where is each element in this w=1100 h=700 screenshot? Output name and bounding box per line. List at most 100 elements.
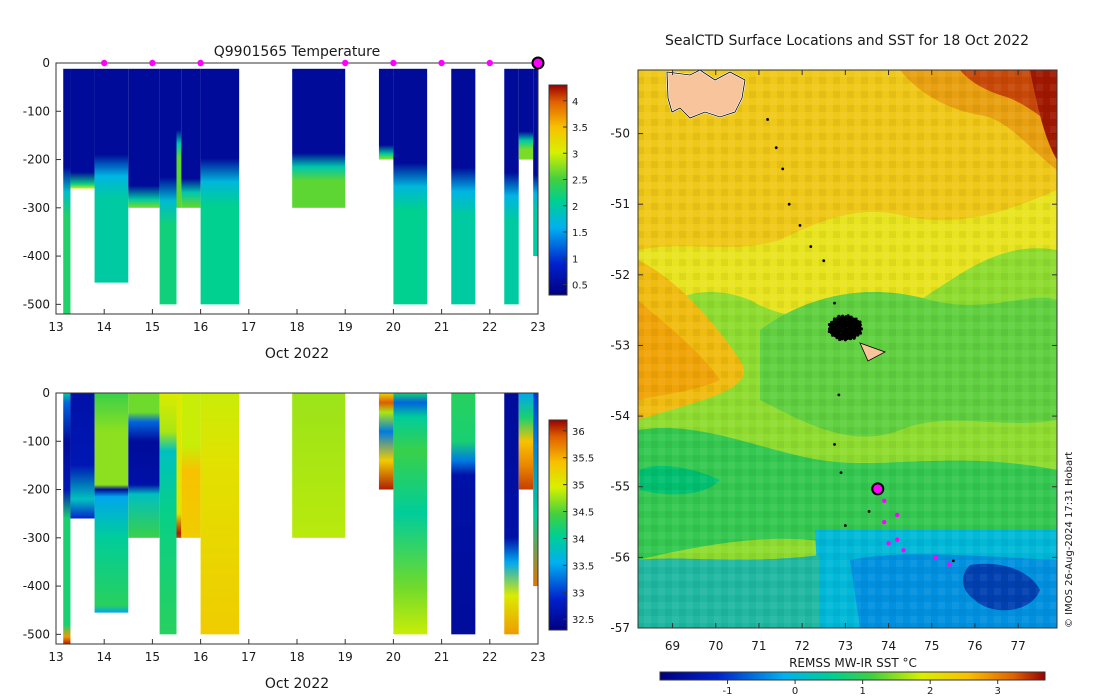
y-tick-label: -500: [23, 627, 50, 641]
profile-column: [393, 393, 428, 635]
profile-column: [533, 68, 538, 257]
date-marker: [149, 59, 156, 67]
colorbar-tick-label: 33: [572, 588, 585, 599]
x-tick-label: 21: [434, 320, 449, 334]
current-date-marker: [531, 56, 545, 70]
colorbar-tick-label: 34: [572, 534, 585, 545]
profile-column: [393, 68, 428, 305]
recent-position-dot: [882, 498, 887, 504]
x-tick-label: 17: [241, 320, 256, 334]
profile-column: [63, 68, 71, 315]
date-marker: [101, 59, 108, 67]
profile-column: [181, 393, 201, 538]
temperature-date-markers: [101, 56, 545, 70]
profile-column: [94, 68, 129, 283]
latitude-tick-label: -55: [610, 480, 630, 494]
temperature-y-axis: 0 -100 -200 -300 -400 -500: [23, 56, 61, 311]
temperature-panel: Q9901565 Temperature 0 -100 -200 -300 -400 -5…: [23, 44, 588, 362]
seal-cluster-dot: [858, 323, 862, 327]
profile-column: [70, 393, 95, 519]
seal-cluster-dot: [840, 337, 844, 341]
temperature-profiles: [63, 68, 538, 315]
latitude-tick-label: -52: [610, 268, 630, 282]
longitude-tick-label: 72: [795, 639, 810, 653]
recent-position-dot: [894, 537, 900, 542]
map-colorbar-tick-label: 0: [792, 686, 798, 697]
profile-column: [533, 393, 538, 587]
colorbar-tick-label: 2.5: [572, 176, 588, 187]
salinity-y-axis: 0 -100 -200 -300 -400 -500: [23, 386, 61, 641]
current-position-marker: [871, 482, 885, 496]
profile-column: [504, 68, 519, 305]
latitude-tick-label: -53: [610, 338, 630, 352]
longitude-tick-label: 71: [751, 639, 766, 653]
map-colorbar-label: REMSS MW-IR SST °C: [789, 656, 917, 670]
seal-cluster-dot: [852, 336, 856, 340]
profile-column: [128, 393, 160, 538]
y-tick-label: -500: [23, 297, 50, 311]
colorbar-tick-label: 1.5: [572, 228, 588, 239]
recent-position-dot: [933, 555, 939, 560]
seal-cluster-dot: [830, 333, 835, 337]
seal-cluster-dot: [832, 317, 837, 321]
seal-cluster-dot: [848, 337, 853, 341]
x-tick-label: 18: [289, 650, 304, 664]
seal-track: [766, 118, 955, 567]
colorbar-tick-label: 3: [572, 149, 578, 160]
x-tick-label: 14: [97, 650, 112, 664]
seal-cluster-dot: [830, 320, 834, 325]
seal-cluster-dot: [858, 320, 862, 324]
seal-cluster-dot: [846, 314, 850, 318]
colorbar-tick-label: 34.5: [572, 508, 594, 519]
seal-position-dot: [822, 259, 826, 263]
y-tick-label: -200: [23, 483, 50, 497]
x-tick-label: 23: [530, 320, 545, 334]
credit-text: © IMOS 26-Aug-2024 17:31 Hobart: [1064, 452, 1075, 628]
seal-position-dot: [833, 442, 836, 446]
date-marker: [390, 59, 397, 67]
x-tick-label: 13: [48, 650, 63, 664]
map-longitude-axis: 69 70 71 72 73 74 75 76 77: [665, 70, 1026, 653]
date-marker: [342, 59, 349, 67]
colorbar-tick-label: 36: [572, 427, 585, 438]
seal-cluster-dot: [827, 323, 832, 327]
date-marker: [438, 59, 445, 67]
y-tick-label: -300: [23, 531, 50, 545]
salinity-panel: 0 -100 -200 -300 -400 -500 13 14 15 16 17 18 19 20 21…: [23, 386, 595, 692]
longitude-tick-label: 73: [838, 639, 853, 653]
seal-cluster-dot: [827, 329, 831, 334]
salinity-colorbar: [548, 419, 568, 631]
temperature-x-axis: 13 14 15 16 17 18 19 20 21 22 23: [48, 309, 546, 334]
profile-column: [518, 68, 534, 160]
seal-cluster-dot: [837, 314, 841, 318]
map-latitude-axis: -50 -51 -52 -53 -54 -55 -56 -57: [610, 127, 1057, 635]
latitude-tick-label: -50: [610, 127, 630, 141]
seal-position-dot: [766, 118, 769, 121]
map-title: SealCTD Surface Locations and SST for 18…: [665, 33, 1029, 49]
seal-cluster-dot: [849, 317, 853, 322]
profile-column: [451, 393, 476, 635]
temperature-colorbar-ticks: 0.5 1 1.5 2 2.5 3 3.5 4: [563, 97, 588, 292]
colorbar-tick-label: 2: [572, 202, 578, 213]
x-tick-label: 13: [48, 320, 63, 334]
y-tick-label: 0: [42, 56, 50, 70]
colorbar-tick-label: 32.5: [572, 615, 594, 626]
y-tick-label: -400: [23, 249, 50, 263]
sst-field: [638, 70, 1057, 628]
latitude-tick-label: -56: [610, 550, 630, 564]
salinity-x-label: Oct 2022: [265, 676, 329, 692]
recent-position-dot: [901, 548, 906, 553]
x-tick-label: 15: [145, 320, 160, 334]
colorbar-tick-label: 3.5: [572, 123, 588, 134]
heard-island: [859, 342, 886, 362]
y-tick-label: -300: [23, 201, 50, 215]
seal-cluster-dot: [838, 337, 842, 342]
profile-column: [378, 68, 394, 160]
x-tick-label: 21: [434, 650, 449, 664]
longitude-tick-label: 69: [665, 639, 680, 653]
seal-cluster-dot: [854, 317, 858, 321]
profile-column: [451, 68, 476, 305]
longitude-tick-label: 77: [1010, 639, 1025, 653]
x-tick-label: 16: [193, 650, 208, 664]
seal-cluster-dot: [858, 331, 863, 335]
